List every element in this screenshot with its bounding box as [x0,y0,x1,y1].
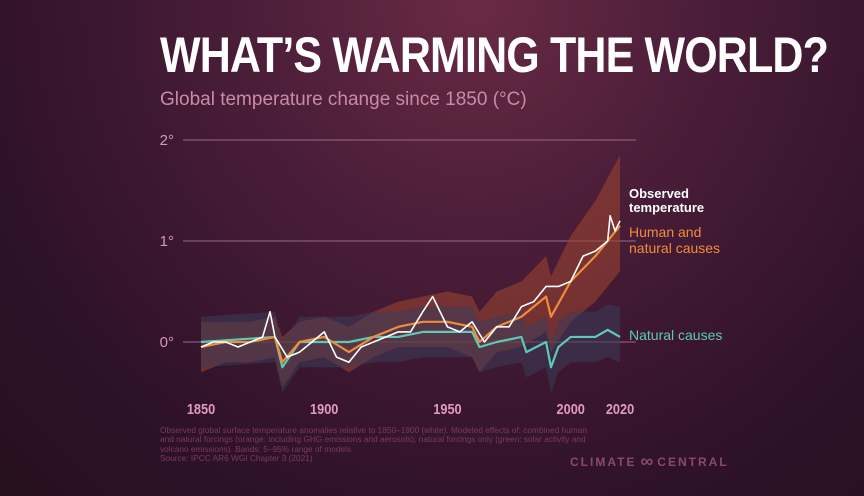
footnote: Observed global surface temperature anom… [160,425,600,463]
y-tick-label: 0° [160,334,174,351]
footnote-text: Observed global surface temperature anom… [160,425,587,454]
logo-icon: ∞ [640,451,654,471]
x-tick-label: 2020 [606,400,635,417]
y-tick-label: 1° [160,233,174,250]
x-tick-label: 2000 [557,400,586,417]
legend-label: natural causes [629,240,720,256]
legend-label: Human and [629,224,701,240]
source-text: Source: IPCC AR6 WGI Chapter 3 (2021) [160,452,313,463]
legend-label: Observed [629,186,689,201]
page-title: WHAT’S WARMING THE WORLD? [160,27,829,83]
legend-label: temperature [629,200,704,215]
climate-central-logo: CLIMATE ∞ CENTRAL [570,451,729,472]
chart-subtitle: Global temperature change since 1850 (°C… [160,89,527,110]
x-tick-label: 1900 [310,400,339,417]
legend-label: Natural causes [629,327,722,343]
y-tick-label: 2° [160,132,174,149]
logo-left-text: CLIMATE [570,454,637,469]
band-natural-causes [201,304,620,393]
x-tick-label: 1850 [187,400,216,417]
line-observed-temperature [200,214,621,363]
logo-right-text: CENTRAL [657,454,729,469]
line-human-and-natural-causes [200,225,621,364]
x-tick-label: 1950 [433,400,462,417]
